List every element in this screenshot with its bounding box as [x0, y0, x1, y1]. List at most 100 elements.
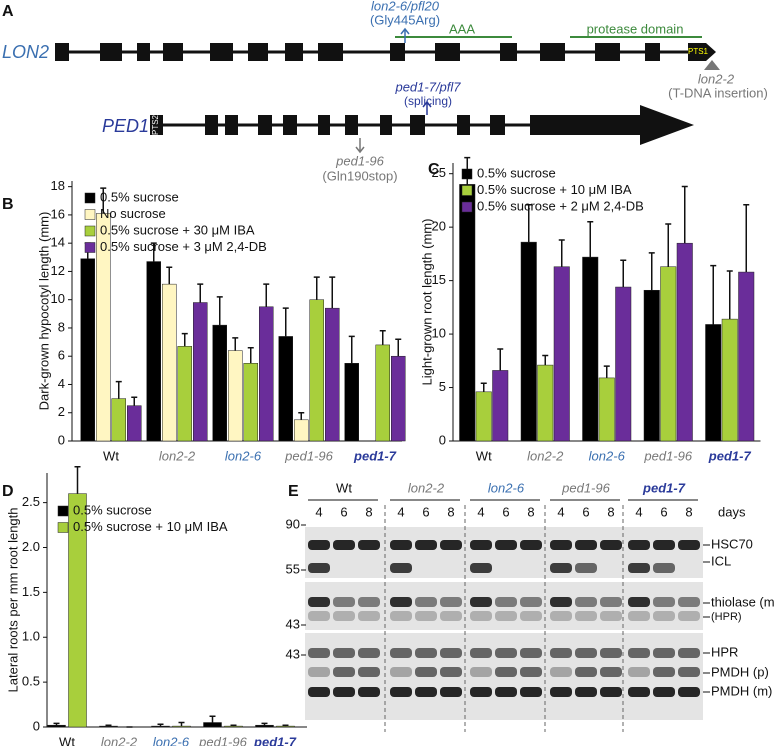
y-tick-label: 8 — [58, 319, 65, 334]
error-bar — [480, 382, 487, 392]
error-bar — [166, 266, 173, 285]
blot-band — [520, 648, 542, 658]
y-tick-label: 6 — [58, 348, 65, 363]
blot-band — [333, 611, 355, 621]
genotype-label: Wt — [336, 480, 352, 495]
blot-band — [495, 648, 517, 658]
y-axis-label: Dark-grown hypocotyl length (mm) — [36, 212, 51, 411]
blot-band — [628, 648, 650, 658]
day-label: 4 — [315, 504, 322, 519]
error-bar — [209, 715, 216, 723]
error-bar — [157, 723, 164, 727]
exons — [55, 43, 716, 61]
blot-band — [653, 687, 675, 697]
signal-label: PTS1 — [688, 47, 709, 56]
blot-band — [520, 597, 542, 607]
blot-band — [520, 667, 542, 677]
blot-band — [653, 597, 675, 607]
y-tick-label: 0 — [439, 432, 446, 447]
blot-band — [390, 540, 412, 550]
blot-band — [308, 687, 330, 697]
marker-label: 55 — [286, 561, 300, 576]
error-bar — [261, 722, 268, 726]
allele-change: (splicing) — [404, 94, 452, 108]
blot-band — [520, 611, 542, 621]
blot-band — [628, 667, 650, 677]
genotype-label: ped1-7 — [642, 480, 686, 495]
blot-band — [628, 611, 650, 621]
blot-band — [550, 687, 572, 697]
legend-label: 0.5% sucrose + 2 μM 2,4-DB — [477, 198, 644, 213]
bar — [172, 725, 191, 728]
blot-band — [653, 611, 675, 621]
bar — [228, 350, 243, 442]
blot-band — [390, 597, 412, 607]
x-tick-label: ped1-96 — [643, 448, 692, 463]
blot-band — [600, 540, 622, 550]
error-bar — [743, 203, 750, 273]
blot-band — [440, 611, 462, 621]
panel-letter: A — [2, 3, 14, 20]
blot-band — [440, 648, 462, 658]
error-bar — [329, 276, 336, 309]
x-tick-label: Wt — [103, 448, 119, 463]
blot-band — [575, 597, 597, 607]
bar — [259, 306, 274, 442]
bar — [80, 258, 95, 442]
blot-band — [415, 687, 437, 697]
y-tick-label: 2 — [58, 404, 65, 419]
error-bar — [247, 346, 254, 364]
blot-band — [415, 540, 437, 550]
blot-band — [470, 540, 492, 550]
x-tick-label: ped1-7 — [353, 448, 397, 463]
error-bar — [263, 283, 270, 307]
legend-label: 0.5% sucrose — [477, 165, 556, 180]
blot-band — [333, 540, 355, 550]
y-tick-label: 0 — [33, 718, 40, 733]
blot-band — [333, 648, 355, 658]
legend-swatch — [84, 192, 96, 204]
blot-band — [550, 667, 572, 677]
blot-band — [390, 563, 412, 573]
legend-label: 0.5% sucrose + 10 μM IBA — [73, 519, 228, 534]
bar — [553, 266, 570, 442]
blot-band — [678, 648, 700, 658]
error-bar — [587, 221, 594, 258]
blot-band — [333, 597, 355, 607]
y-tick-label: 0 — [58, 432, 65, 447]
blot-band — [415, 648, 437, 658]
blot-band — [678, 597, 700, 607]
y-tick-label: 15 — [432, 272, 446, 287]
legend-label: 0.5% sucrose + 10 μM IBA — [477, 182, 632, 197]
error-bar — [648, 252, 655, 291]
error-bar — [105, 724, 112, 727]
day-label: 4 — [635, 504, 642, 519]
error-bar — [232, 337, 239, 351]
error-bar — [100, 187, 107, 214]
day-label: 8 — [527, 504, 534, 519]
blot-band — [308, 648, 330, 658]
blot-band — [415, 667, 437, 677]
error-bar — [53, 722, 60, 726]
y-tick-label: 4 — [58, 376, 65, 391]
band-label: HPR — [711, 644, 738, 659]
blot-band — [575, 611, 597, 621]
legend-swatch — [461, 168, 473, 180]
error-bar — [379, 330, 386, 345]
band-label: (HPR) — [711, 611, 742, 623]
mutation-arrow — [355, 138, 365, 154]
error-bar — [282, 724, 289, 727]
band-label: PMDH (m) — [711, 683, 772, 698]
blot-band — [358, 648, 380, 658]
day-label: 8 — [447, 504, 454, 519]
day-label: 6 — [422, 504, 429, 519]
blot-band — [600, 597, 622, 607]
blot-band — [653, 540, 675, 550]
x-tick-label: Wt — [59, 734, 75, 746]
allele-label: lon2-6/pfl20 — [371, 0, 440, 13]
y-axis-label: Lateral roots per mm root length — [5, 508, 20, 693]
allele-label: lon2-2 — [698, 71, 735, 86]
allele-label: ped1-96 — [335, 153, 384, 168]
bar — [255, 724, 274, 728]
